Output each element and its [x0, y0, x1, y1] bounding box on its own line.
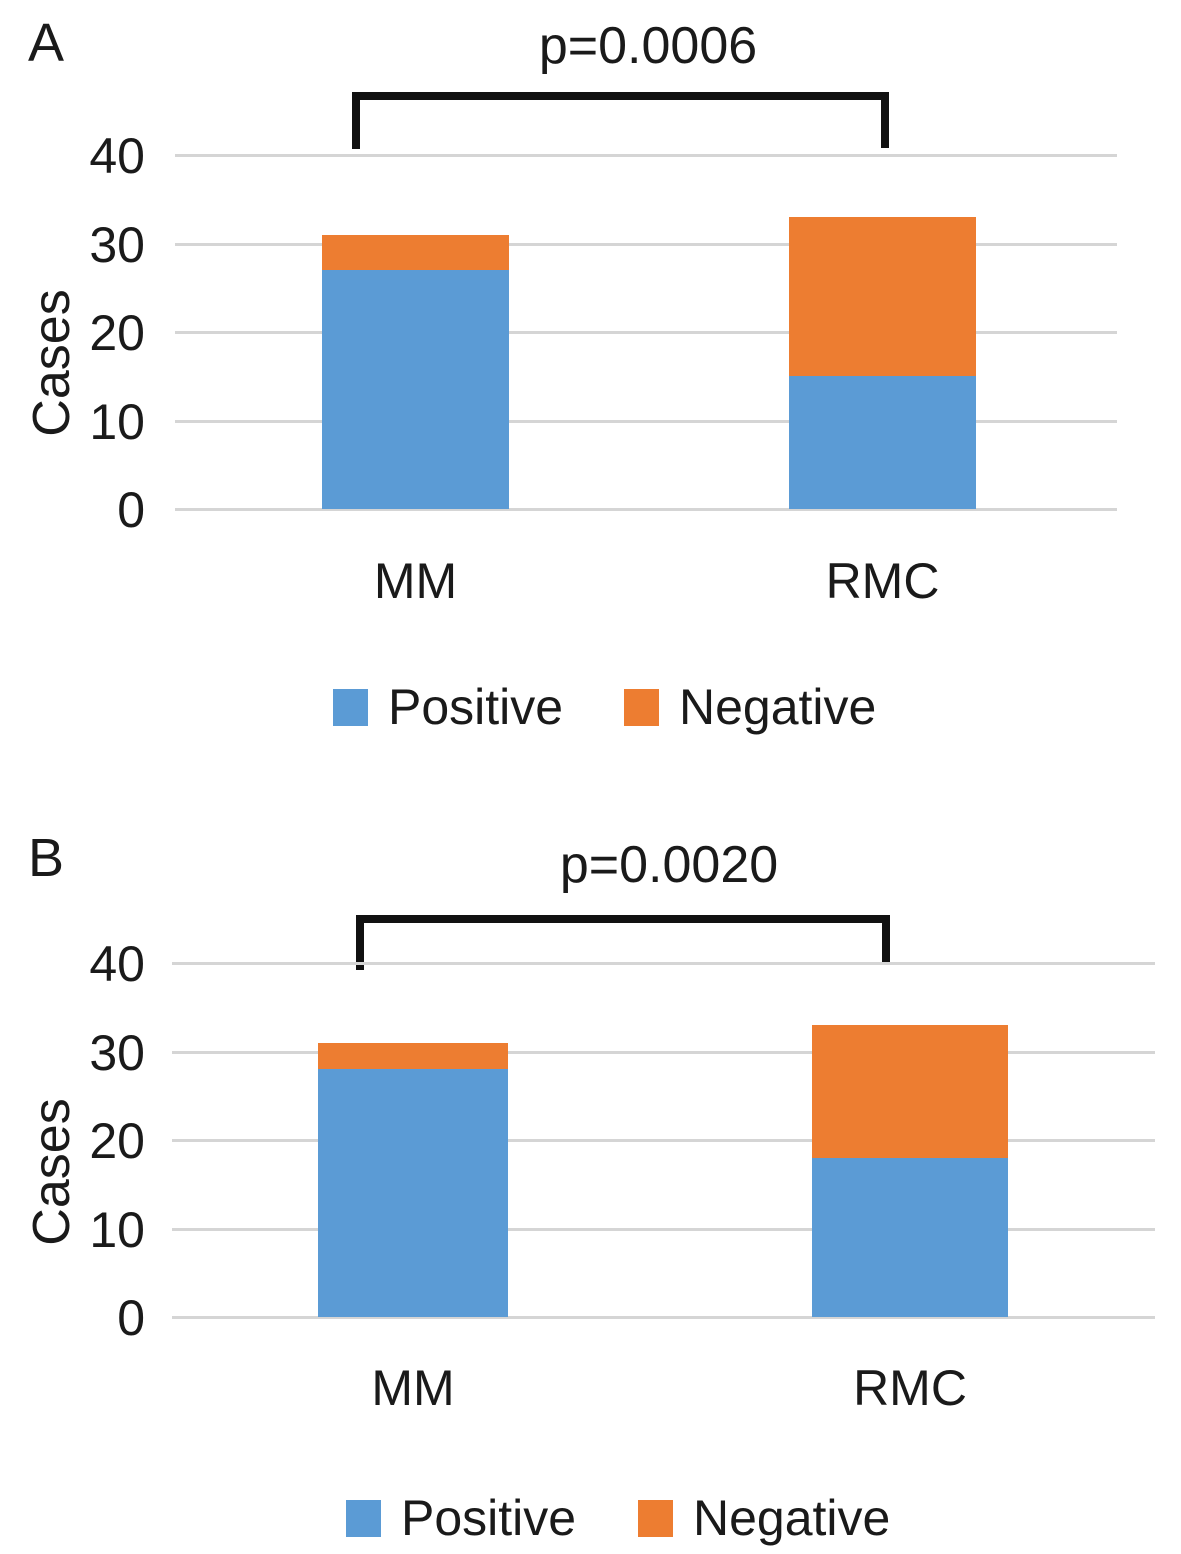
y-tick-label: 10 — [89, 394, 145, 450]
significance-bracket — [352, 92, 889, 149]
y-tick-label: 20 — [89, 1113, 145, 1169]
gridline — [175, 508, 1117, 511]
gridline — [172, 1139, 1155, 1142]
y-tick-label: 10 — [89, 1202, 145, 1258]
legend-label: Negative — [693, 1490, 891, 1546]
gridline — [172, 1051, 1155, 1054]
bar-segment-positive — [322, 270, 509, 509]
legend: Positive Negative — [0, 682, 1181, 742]
legend-swatch-positive — [346, 1499, 381, 1537]
bar-segment-positive — [789, 376, 976, 509]
gridline — [175, 420, 1117, 423]
significance-bracket — [356, 915, 890, 970]
bar-segment-positive — [812, 1158, 1008, 1317]
gridline — [172, 1228, 1155, 1231]
bracket-right-leg — [881, 92, 889, 148]
y-tick-label: 40 — [89, 128, 145, 184]
panel-a: A p=0.0006 Cases 0 10 20 30 40 MM RMC Positive… — [0, 13, 1181, 742]
panel-a-p-value: p=0.0006 — [538, 17, 758, 75]
x-category-label: MM — [373, 553, 458, 609]
y-tick-label: 0 — [117, 482, 145, 538]
gridline — [172, 1316, 1155, 1319]
y-tick-label: 30 — [89, 217, 145, 273]
legend-item: Positive — [333, 682, 563, 732]
panel-b-p-value: p=0.0020 — [559, 836, 779, 894]
y-tick-label: 0 — [117, 1290, 145, 1346]
legend-label: Positive — [388, 679, 564, 735]
plot-area: 0 10 20 30 40 MM RMC — [89, 128, 1117, 609]
legend-swatch-positive — [333, 688, 368, 726]
legend-label: Negative — [679, 679, 877, 735]
panel-a-letter: A — [28, 13, 65, 73]
y-tick-label: 40 — [89, 936, 145, 992]
legend: Positive Negative — [0, 1493, 1181, 1553]
gridline — [175, 154, 1117, 157]
y-tick-label: 30 — [89, 1025, 145, 1081]
legend-item: Negative — [638, 1493, 890, 1543]
panel-b-letter: B — [28, 828, 65, 888]
bar-segment-negative — [318, 1043, 508, 1069]
gridline — [172, 962, 1155, 965]
panel-b: B p=0.0020 Cases 0 10 20 30 40 MM RMC Positive… — [0, 777, 1181, 1554]
legend-label: Positive — [401, 1490, 577, 1546]
legend-swatch-negative — [624, 688, 659, 726]
legend-item: Negative — [624, 682, 876, 732]
legend-item: Positive — [346, 1493, 576, 1543]
gridline — [175, 243, 1117, 246]
bracket-right-leg — [882, 915, 890, 962]
x-category-label: RMC — [825, 553, 940, 609]
legend-swatch-negative — [638, 1499, 673, 1537]
x-category-label: RMC — [853, 1360, 967, 1416]
y-tick-label: 20 — [89, 305, 145, 361]
gridline — [175, 331, 1117, 334]
bar-segment-negative — [322, 235, 509, 270]
bar-segment-negative — [789, 217, 976, 376]
x-category-label: MM — [371, 1360, 455, 1416]
bracket-left-leg — [356, 915, 364, 970]
bracket-left-leg — [352, 92, 360, 149]
plot-area: 0 10 20 30 40 MM RMC — [0, 777, 1181, 1554]
bar-segment-negative — [812, 1025, 1008, 1158]
bar-segment-positive — [318, 1069, 508, 1317]
